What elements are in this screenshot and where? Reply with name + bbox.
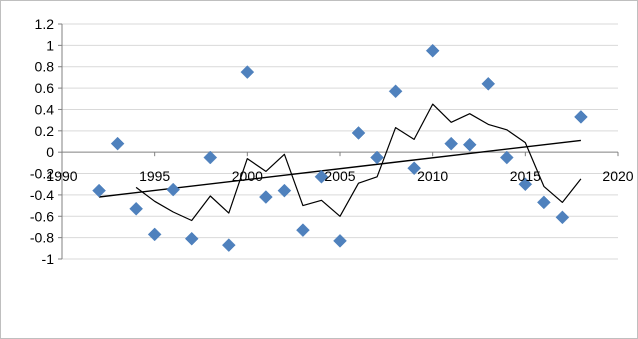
data-point-1992	[92, 183, 106, 198]
data-point-2014	[499, 150, 514, 165]
data-point-2000	[240, 65, 255, 79]
line-series	[99, 103, 582, 222]
data-point-2012	[462, 137, 477, 152]
data-point-2007	[370, 150, 384, 165]
y-tick-label: -0.4	[30, 187, 54, 203]
data-point-2006	[351, 126, 366, 140]
data-point-2010	[425, 43, 440, 58]
data-point-1998	[203, 150, 218, 165]
point-series	[92, 43, 588, 252]
data-point-2003	[296, 223, 310, 238]
data-point-2002	[277, 183, 292, 198]
tick-labels: 1.2 1 0.8 0.6 0.4 0.2 0 -0.2 -0.4 -0.6 -0.8 -1 1990 1…	[30, 16, 634, 267]
trend-line	[99, 139, 581, 198]
y-tick-label: 0.8	[35, 59, 55, 75]
data-point-1994	[129, 201, 143, 216]
data-point-2016	[537, 195, 551, 210]
data-point-2018	[574, 110, 588, 124]
data-point-2009	[407, 161, 421, 176]
data-point-1993	[110, 136, 125, 151]
data-point-2017	[555, 210, 570, 225]
y-tick-label: 0	[46, 144, 54, 160]
data-point-2004	[314, 169, 329, 184]
data-point-2015	[518, 177, 533, 192]
y-tick-label: -0.2	[30, 166, 54, 182]
x-tick-label: 2020	[602, 168, 633, 184]
x-tick-label: 2000	[232, 168, 263, 184]
x-tick-label: 2005	[324, 168, 355, 184]
data-point-2011	[444, 136, 459, 151]
x-tick-label: 2010	[417, 168, 448, 184]
data-point-2013	[481, 76, 496, 91]
x-tick-label: 1990	[46, 168, 77, 184]
data-point-1996	[166, 182, 181, 197]
y-tick-label: -0.8	[30, 230, 54, 246]
y-tick-label: -1	[42, 251, 55, 267]
data-point-1995	[147, 227, 162, 242]
data-point-1997	[184, 231, 199, 246]
y-tick-label: 1.2	[35, 16, 55, 32]
y-tick-label: 0.6	[35, 80, 55, 96]
data-point-2001	[259, 190, 273, 204]
data-point-2005	[333, 233, 347, 248]
y-tick-label: 0.4	[35, 101, 55, 117]
y-tick-label: 1	[46, 37, 54, 53]
axes	[58, 23, 619, 260]
y-tick-label: 0.2	[35, 123, 55, 139]
x-tick-label: 2015	[510, 168, 541, 184]
moving-average-line	[135, 103, 582, 222]
data-point-2008	[388, 84, 403, 99]
data-point-1999	[221, 238, 236, 252]
y-tick-label: -0.6	[30, 208, 54, 224]
x-tick-label: 1995	[139, 168, 170, 184]
